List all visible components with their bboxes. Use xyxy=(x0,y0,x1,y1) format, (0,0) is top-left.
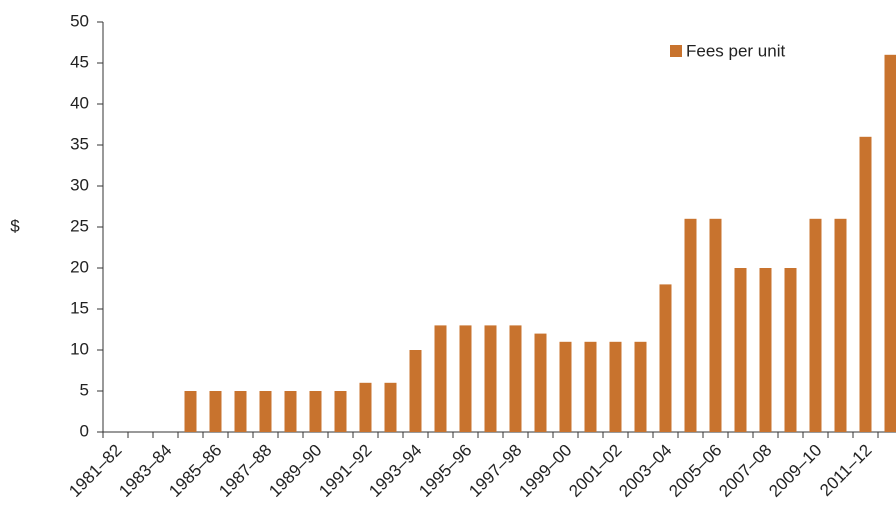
bar xyxy=(184,391,197,432)
x-tick-label: 1995–96 xyxy=(415,441,475,501)
x-tick-label: 1999–00 xyxy=(515,441,575,501)
bar xyxy=(234,391,247,432)
y-axis-label: $ xyxy=(10,216,20,235)
bar xyxy=(759,268,772,432)
legend-label: Fees per unit xyxy=(686,41,785,60)
y-tick-label: 25 xyxy=(70,216,89,235)
y-tick-label: 10 xyxy=(70,339,89,358)
x-tick-label: 1991–92 xyxy=(315,441,375,501)
bar xyxy=(834,218,847,432)
x-tick-label: 2007–08 xyxy=(715,441,775,501)
y-tick-label: 5 xyxy=(80,380,89,399)
bar xyxy=(884,54,896,433)
bar xyxy=(334,391,347,432)
bar xyxy=(359,382,372,432)
bar xyxy=(559,341,572,432)
bar xyxy=(509,325,522,432)
bar xyxy=(809,218,822,432)
x-tick-label: 2001–02 xyxy=(565,441,625,501)
bar xyxy=(434,325,447,432)
bar xyxy=(484,325,497,432)
x-tick-label: 2005–06 xyxy=(665,441,725,501)
y-tick-label: 35 xyxy=(70,134,89,153)
x-tick-label: 2009–10 xyxy=(765,441,825,501)
bar xyxy=(384,382,397,432)
bar xyxy=(534,333,547,432)
x-tick-label: 1989–90 xyxy=(265,441,325,501)
x-tick-label: 1985–86 xyxy=(165,441,225,501)
x-tick-label: 1987–88 xyxy=(215,441,275,501)
y-tick-label: 40 xyxy=(70,93,89,112)
bar xyxy=(409,350,422,432)
bar xyxy=(784,268,797,432)
bar xyxy=(684,218,697,432)
bar xyxy=(634,341,647,432)
x-tick-label: 1983–84 xyxy=(115,441,175,501)
y-tick-label: 45 xyxy=(70,52,89,71)
bar xyxy=(584,341,597,432)
y-tick-label: 50 xyxy=(70,11,89,30)
bar xyxy=(609,341,622,432)
x-tick-label: 1981–82 xyxy=(65,441,125,501)
bar xyxy=(859,136,872,433)
bar xyxy=(259,391,272,432)
bar xyxy=(659,284,672,432)
x-tick-label: 2011–12 xyxy=(816,441,875,500)
legend-swatch xyxy=(670,45,682,57)
y-tick-label: 30 xyxy=(70,175,89,194)
y-tick-label: 0 xyxy=(80,421,89,440)
x-tick-label: 2003–04 xyxy=(615,441,675,501)
y-tick-label: 15 xyxy=(70,298,89,317)
bar xyxy=(459,325,472,432)
bar xyxy=(284,391,297,432)
bar xyxy=(709,218,722,432)
x-tick-label: 1997–98 xyxy=(465,441,525,501)
bar xyxy=(734,268,747,432)
bar xyxy=(309,391,322,432)
y-tick-label: 20 xyxy=(70,257,89,276)
x-tick-label: 1993–94 xyxy=(365,441,425,501)
bar xyxy=(209,391,222,432)
